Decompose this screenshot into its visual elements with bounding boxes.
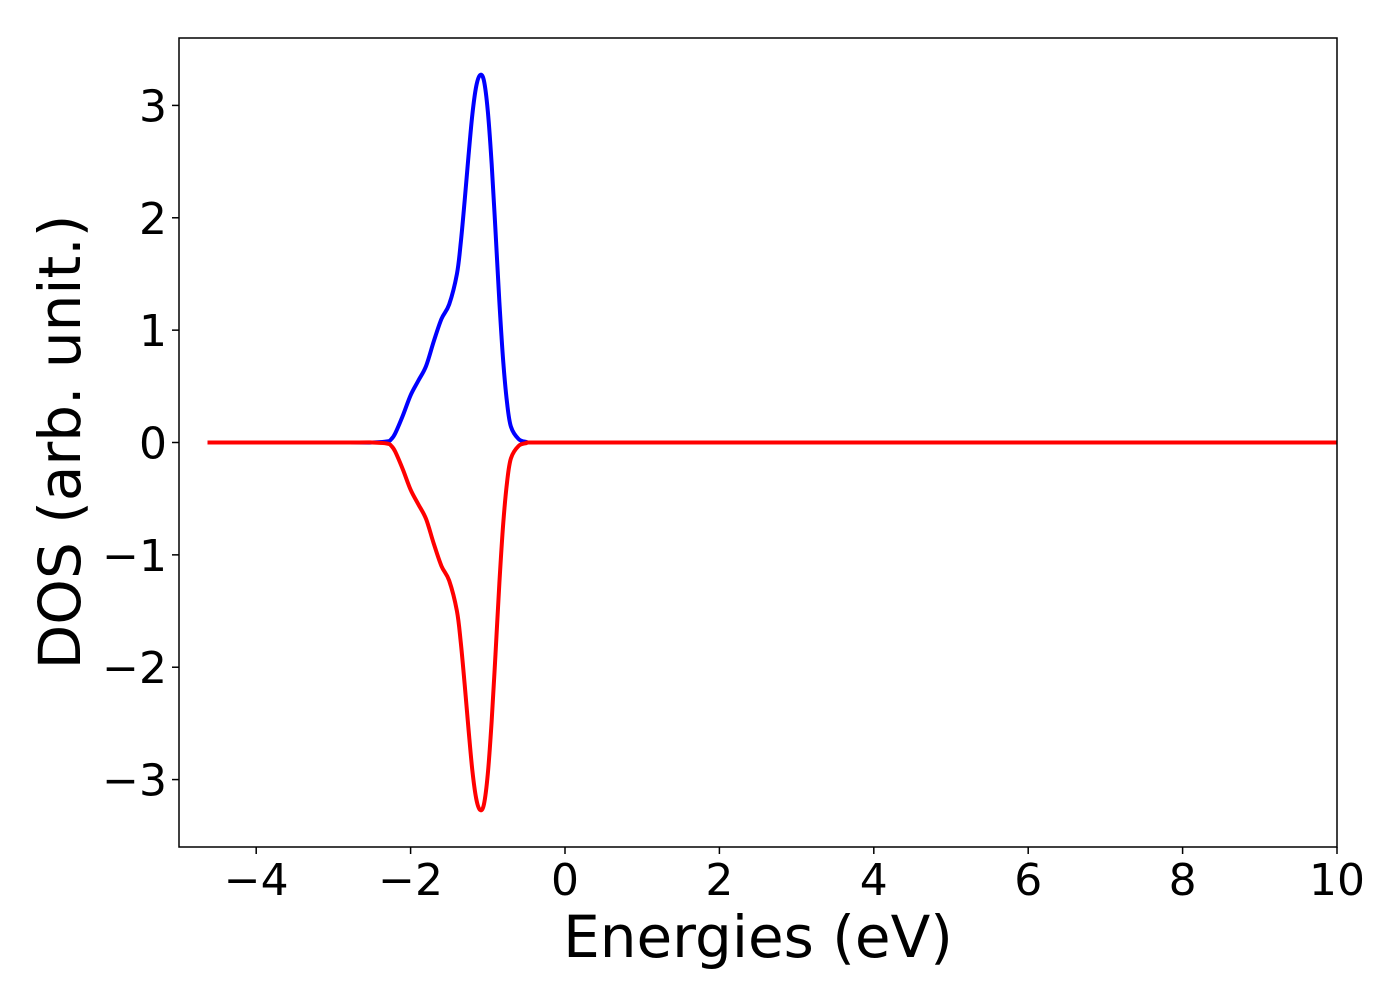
dos-series-line-down [207, 440, 1337, 813]
x-tick-label: 6 [1014, 855, 1042, 906]
y-tick-label: −3 [102, 756, 167, 807]
x-tick-label: −4 [224, 855, 289, 906]
x-axis-title: Energies (eV) [563, 903, 953, 971]
y-tick-label: 0 [139, 419, 167, 470]
x-tick-label: 10 [1309, 855, 1365, 906]
x-tick-label: 8 [1169, 855, 1197, 906]
x-tick-label: 0 [551, 855, 579, 906]
y-tick-label: 3 [139, 81, 167, 132]
y-axis: −3 −2 −1 0 1 2 3 [102, 81, 179, 807]
x-axis: −4 −2 0 2 4 6 8 10 [224, 847, 1365, 906]
x-tick-label: 4 [860, 855, 888, 906]
y-tick-label: 1 [139, 306, 167, 357]
series-layer [207, 72, 1337, 813]
y-tick-label: −1 [102, 531, 167, 582]
x-tick-label: 2 [705, 855, 733, 906]
y-tick-label: 2 [139, 194, 167, 245]
y-axis-title: DOS (arb. unit.) [26, 215, 94, 670]
y-tick-label: −2 [102, 643, 167, 694]
x-tick-label: −2 [378, 855, 443, 906]
